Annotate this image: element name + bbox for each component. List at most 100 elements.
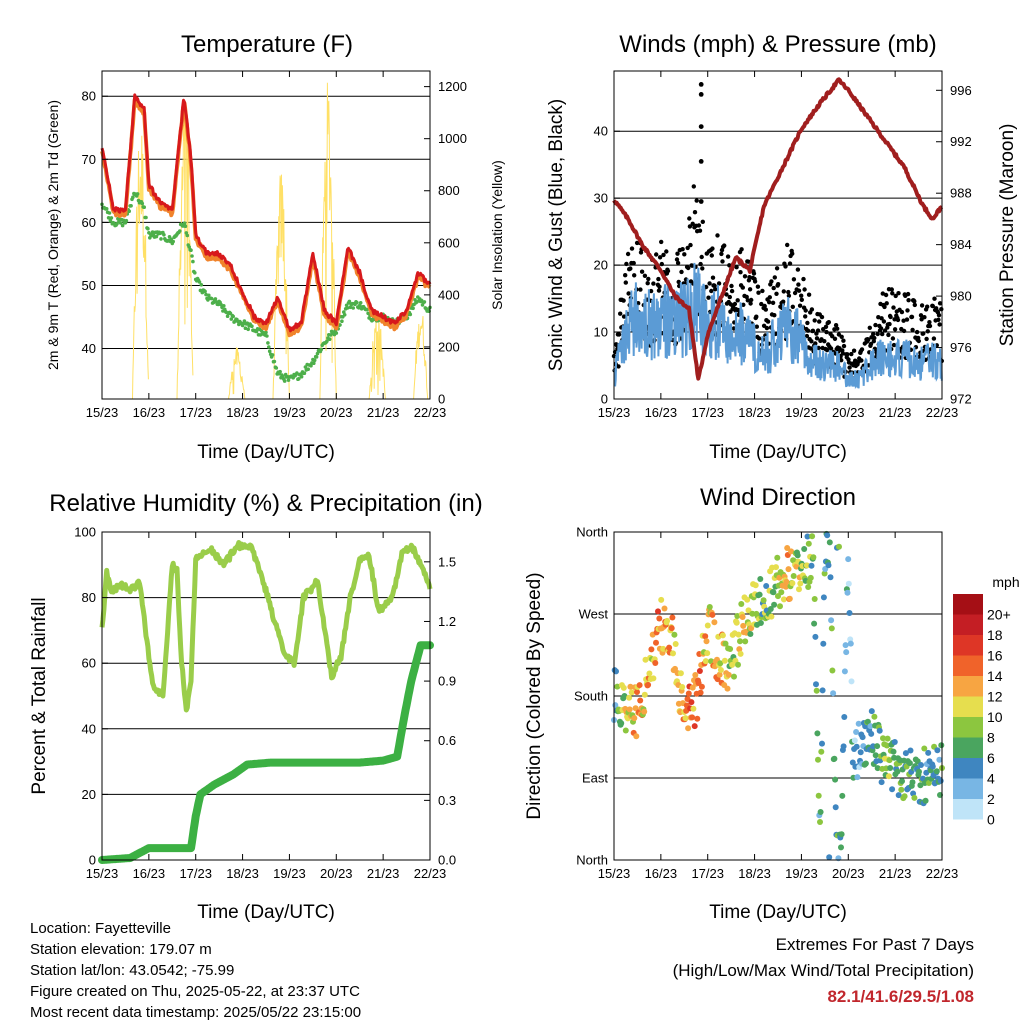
direction-point <box>857 749 864 756</box>
temperature-gridlines <box>102 95 430 350</box>
gust-point <box>656 288 662 293</box>
direction-point <box>671 631 678 638</box>
humidity-ytick-label: 100 <box>74 525 96 540</box>
wind-line <box>613 262 943 390</box>
temperature-xtick-label: 17/23 <box>179 405 212 420</box>
gust-point <box>763 307 768 312</box>
dewpoint-point <box>243 326 248 331</box>
gust-point <box>781 299 786 304</box>
temperature-xtick-label: 16/23 <box>133 405 166 420</box>
direction-point <box>641 691 648 698</box>
gust-point <box>700 219 705 224</box>
gust-point <box>740 285 745 290</box>
direction-ytick-label: North <box>576 525 608 540</box>
humidity-title: Relative Humidity (%) & Precipitation (i… <box>49 490 482 517</box>
direction-point <box>626 694 633 701</box>
direction-point <box>820 594 827 601</box>
direction-point <box>855 720 862 727</box>
gust-point <box>713 287 718 292</box>
direction-point <box>694 715 701 722</box>
gust-point <box>790 251 795 256</box>
direction-point <box>820 640 827 647</box>
dewpoint-point <box>355 300 359 305</box>
direction-point <box>874 743 881 750</box>
direction-point <box>739 614 746 620</box>
gust-point <box>878 326 884 331</box>
direction-point <box>777 603 783 610</box>
gust-point <box>830 334 835 339</box>
direction-point <box>789 580 796 587</box>
direction-point <box>735 631 742 638</box>
gust-point <box>809 307 815 312</box>
gust-point <box>925 329 930 334</box>
direction-point <box>909 779 916 786</box>
gust-point <box>675 251 680 256</box>
dewpoint-point <box>345 306 350 310</box>
rain-ytick-right-label: 0.9 <box>438 674 456 689</box>
gust-point <box>657 255 663 260</box>
gust-point <box>692 210 698 215</box>
gust-point <box>891 305 896 310</box>
dewpoint-point <box>357 303 362 308</box>
direction-point <box>894 768 901 775</box>
direction-point <box>618 720 625 727</box>
direction-point <box>735 661 741 668</box>
legend-swatch <box>953 737 983 758</box>
direction-point <box>742 638 749 645</box>
gust-point <box>749 297 754 303</box>
direction-point <box>711 619 718 626</box>
direction-point <box>631 715 638 722</box>
direction-point <box>702 633 709 640</box>
direction-point <box>826 539 833 546</box>
winds-xtick-label: 15/23 <box>598 405 631 420</box>
gust-point <box>648 288 654 294</box>
direction-point <box>738 601 745 607</box>
humidity-xtick-label: 22/23 <box>414 866 447 881</box>
direction-panel: Wind Direction NorthEastSouthWestNorth15… <box>524 484 1020 923</box>
direction-point <box>788 548 795 555</box>
direction-point <box>774 554 781 561</box>
dewpoint-point <box>351 306 356 310</box>
direction-xtick-label: 18/23 <box>738 866 771 881</box>
solar-day-2 <box>228 347 246 400</box>
direction-point <box>747 631 754 637</box>
direction-point <box>936 756 943 763</box>
humidity-ytick-label: 60 <box>82 656 96 671</box>
direction-point <box>698 683 705 690</box>
gust-point <box>868 341 874 347</box>
dewpoint-point <box>358 301 363 305</box>
direction-point <box>851 737 858 744</box>
direction-point <box>786 595 793 602</box>
direction-point <box>768 613 775 620</box>
dewpoint-point <box>327 337 332 342</box>
dewpoint-point <box>274 366 279 370</box>
gust-point <box>646 276 651 282</box>
direction-point <box>622 727 629 734</box>
direction-point <box>838 844 844 851</box>
gust-point <box>799 297 804 302</box>
temperature-ytick-label: 60 <box>82 215 96 230</box>
legend-swatch <box>953 778 983 799</box>
gust-point <box>927 320 932 325</box>
gust-point <box>937 322 942 327</box>
direction-point <box>902 750 909 757</box>
dewpoint-point <box>104 207 109 211</box>
gust-point <box>790 304 795 309</box>
direction-point <box>803 562 810 569</box>
gust-point <box>832 336 838 341</box>
direction-point <box>632 705 639 712</box>
gust-point <box>696 223 702 228</box>
direction-point <box>737 650 744 657</box>
temperature-panel: Temperature (F) 405060708002004006008001… <box>45 31 505 463</box>
direction-point <box>757 576 764 582</box>
dewpoint-point <box>270 353 275 357</box>
direction-point <box>884 735 891 742</box>
direction-point <box>838 831 845 838</box>
temperature-ytick-label: 70 <box>82 152 96 167</box>
humidity-ytick-label: 80 <box>82 590 96 605</box>
dewpoint-point <box>187 245 191 249</box>
gust-point <box>851 348 857 353</box>
direction-point <box>826 854 833 861</box>
